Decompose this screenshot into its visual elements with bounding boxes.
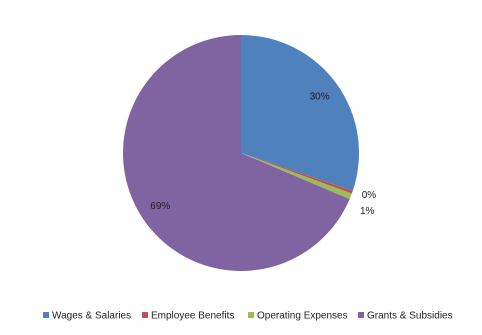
pie-slice bbox=[123, 35, 350, 271]
legend-label: Grants & Subsidies bbox=[367, 311, 453, 322]
legend-label: Employee Benefits bbox=[151, 311, 234, 322]
data-label: 30% bbox=[310, 91, 330, 102]
legend-swatch bbox=[43, 312, 49, 318]
pie-slice bbox=[241, 153, 352, 200]
legend-label: Wages & Salaries bbox=[52, 311, 131, 322]
data-label: 69% bbox=[150, 201, 170, 212]
pie-slice bbox=[241, 153, 353, 194]
data-label: 0% bbox=[362, 190, 377, 201]
legend-swatch bbox=[142, 312, 148, 318]
legend-swatch bbox=[358, 312, 364, 318]
legend-label: Operating Expenses bbox=[257, 311, 348, 322]
pie-slice bbox=[241, 35, 359, 191]
legend-swatch bbox=[248, 312, 254, 318]
data-label: 1% bbox=[360, 206, 375, 217]
